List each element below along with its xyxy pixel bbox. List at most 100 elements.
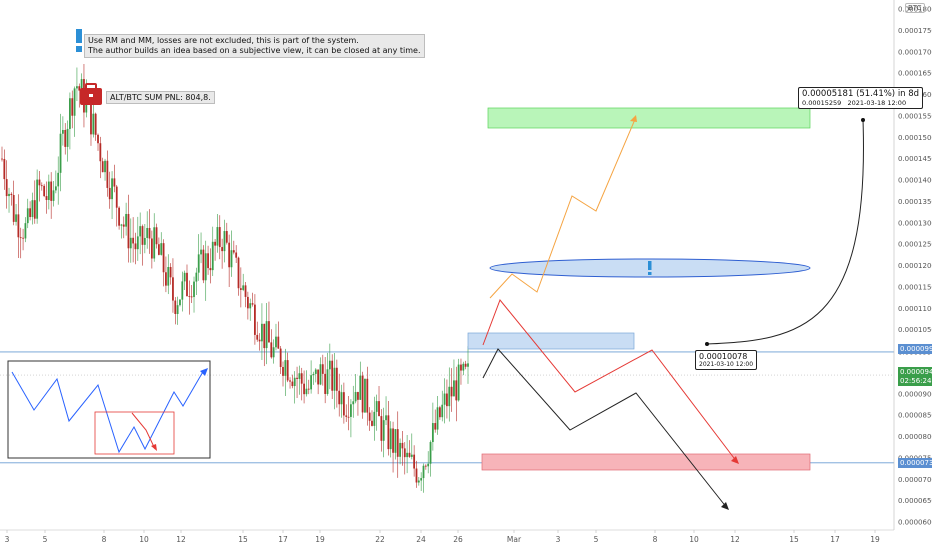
candle-body [342, 392, 345, 416]
candle-body [10, 193, 13, 196]
candle-body [361, 375, 364, 413]
candle-body [408, 452, 411, 457]
candle-body [303, 383, 305, 395]
pattern-red-box [94, 411, 175, 455]
x-tick-label: Mar [507, 535, 522, 544]
candle-body [106, 160, 109, 188]
candle-body [143, 237, 146, 245]
orange-path[interactable] [489, 116, 637, 299]
candle-body [160, 243, 163, 255]
target-callout-line1: 0.00005181 (51.41%) in 8d [802, 89, 920, 99]
candle-body [460, 364, 462, 371]
candle-body [328, 360, 331, 370]
candle-body [52, 190, 55, 201]
x-tick-label: 19 [315, 535, 325, 544]
candle-body [296, 377, 298, 379]
y-tick-label: 0.00017500 [898, 27, 932, 35]
y-tick-label: 0.00013000 [898, 219, 932, 227]
candle-body [186, 272, 188, 297]
candle-body [132, 237, 135, 244]
candle-body [305, 388, 308, 395]
x-tick-label: 12 [730, 535, 740, 544]
target-zone[interactable] [487, 107, 811, 129]
stop-zone[interactable] [481, 453, 811, 471]
candle-body [427, 463, 430, 467]
pattern-blue-arrowhead [200, 368, 208, 376]
candle-body [1, 158, 3, 160]
candle-body [453, 380, 455, 397]
target-point[interactable] [861, 118, 865, 122]
x-tick-label: 3 [5, 535, 10, 544]
candle-body [24, 223, 27, 239]
candle-body [375, 401, 378, 412]
candle-body [347, 416, 350, 418]
candle-body [385, 415, 387, 421]
y-tick-label: 0.00017000 [898, 48, 932, 56]
red-path[interactable] [482, 299, 738, 463]
candle-body [338, 390, 341, 405]
candle-body [90, 97, 92, 135]
candle-body [436, 407, 439, 430]
candles [1, 63, 469, 493]
pnl-label: ALT/BTC SUM PNL: 804,8. [106, 91, 215, 104]
candle-body [261, 323, 263, 342]
y-tick-label: 0.00006500 [898, 497, 932, 505]
candle-body [340, 392, 343, 405]
candle-body [300, 373, 303, 384]
candle-body [277, 336, 280, 349]
candle-body [310, 375, 313, 390]
candle-body [401, 442, 404, 449]
candle-body [150, 238, 153, 259]
candle-body [122, 224, 125, 227]
x-tick-label: 10 [139, 535, 149, 544]
black-path[interactable] [482, 348, 728, 509]
candle-body [467, 363, 469, 367]
candle-body [216, 227, 219, 246]
level-upper-tag: 0.00009977 [898, 344, 932, 354]
y-tick-label: 0.00014500 [898, 155, 932, 163]
candle-body [157, 244, 160, 255]
x-tick-label: 3 [556, 535, 561, 544]
currency-label[interactable]: BTC [905, 3, 925, 13]
candle-body [239, 288, 242, 290]
candle-body [120, 224, 123, 226]
level-lower-tag: 0.00007384 [898, 458, 932, 468]
y-tick-label: 0.00011000 [898, 305, 932, 313]
candle-body [136, 236, 139, 250]
candle-body [139, 226, 142, 237]
candle-body [153, 227, 156, 259]
candle-body [209, 268, 212, 271]
x-tick-label: 15 [238, 535, 248, 544]
entry-point[interactable] [705, 342, 709, 346]
candle-body [181, 281, 184, 300]
candle-body [462, 363, 465, 371]
x-tick-label: 15 [789, 535, 799, 544]
candle-body [396, 429, 399, 457]
candle-body [389, 428, 392, 450]
orange-arrowhead [630, 115, 637, 122]
y-tick-label: 0.00016500 [898, 70, 932, 78]
pattern-red-arrowhead [151, 444, 157, 451]
candle-body [50, 181, 53, 201]
candle-body [235, 252, 238, 258]
entry-callout-line1: 0.00010078 [699, 352, 748, 361]
exclamation-dot [648, 272, 652, 275]
candle-body [441, 404, 444, 418]
candle-body [256, 334, 259, 340]
candle-body [251, 303, 254, 305]
candle-body [232, 250, 235, 253]
candle-body [429, 442, 432, 464]
note-line-2: The author builds an idea based on a sub… [88, 46, 421, 55]
candle-body [223, 231, 226, 252]
candle-body [162, 243, 165, 273]
drawings [7, 29, 865, 510]
candle-body [284, 360, 287, 376]
candle-body [352, 401, 355, 405]
entry-zone[interactable] [467, 332, 635, 350]
candle-body [19, 237, 22, 239]
candle-body [214, 241, 216, 246]
candle-body [104, 160, 106, 173]
y-tick-label: 0.00014000 [898, 177, 932, 185]
candle-body [148, 227, 151, 239]
candle-body [218, 227, 221, 248]
